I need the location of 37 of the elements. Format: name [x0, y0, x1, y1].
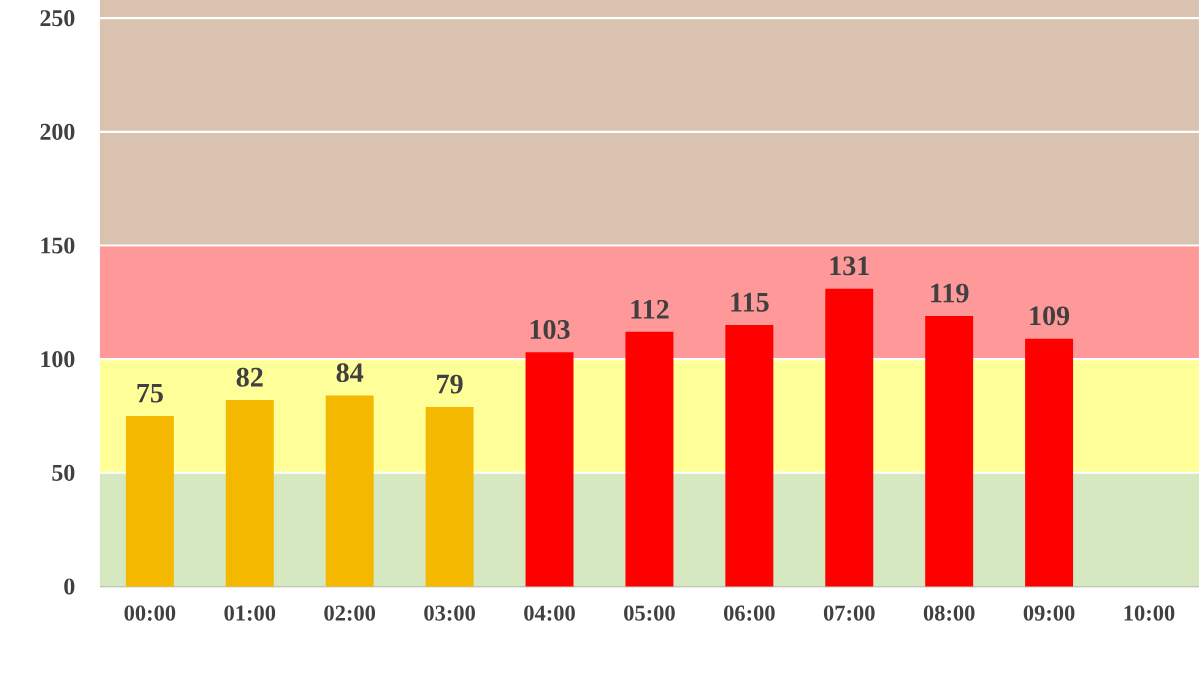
data-label: 109	[1030, 306, 1070, 326]
x-tick-label: 07:00	[823, 605, 875, 621]
x-tick-label: 04:00	[524, 605, 575, 621]
bar	[325, 395, 374, 587]
y-tick-label: 0	[64, 578, 75, 595]
x-tick-label: 10:00	[1124, 605, 1175, 621]
data-label: 84	[336, 362, 364, 382]
bar	[1025, 338, 1074, 587]
bar	[625, 331, 674, 587]
bar	[425, 406, 474, 587]
bar	[825, 288, 874, 587]
y-tick-label: 150	[41, 237, 75, 254]
data-label: 82	[236, 367, 263, 387]
bar	[925, 315, 974, 587]
x-tick-label: 02:00	[324, 605, 376, 621]
x-tick-label: 06:00	[723, 605, 775, 621]
x-tick-label: 00:00	[124, 605, 176, 621]
data-label: 131	[830, 256, 869, 276]
data-label: 115	[731, 292, 769, 312]
y-tick-label: 250	[40, 9, 75, 27]
x-tick-label: 03:00	[424, 605, 475, 621]
x-tick-label: 09:00	[1023, 605, 1075, 621]
y-tick-label: 50	[52, 464, 75, 481]
x-tick-label: 01:00	[224, 605, 276, 621]
y-tick-label: 200	[40, 123, 75, 140]
data-label: 119	[931, 283, 969, 303]
y-tick-label: 100	[41, 350, 75, 368]
data-label: 112	[631, 299, 669, 319]
x-tick-label: 08:00	[923, 605, 975, 621]
data-label: 79	[437, 374, 463, 394]
bar	[225, 399, 274, 587]
bar	[525, 352, 574, 587]
bar	[725, 324, 774, 587]
data-label: 103	[530, 319, 570, 339]
bar	[125, 415, 174, 587]
data-label: 75	[137, 383, 163, 403]
x-tick-label: 05:00	[624, 605, 675, 621]
